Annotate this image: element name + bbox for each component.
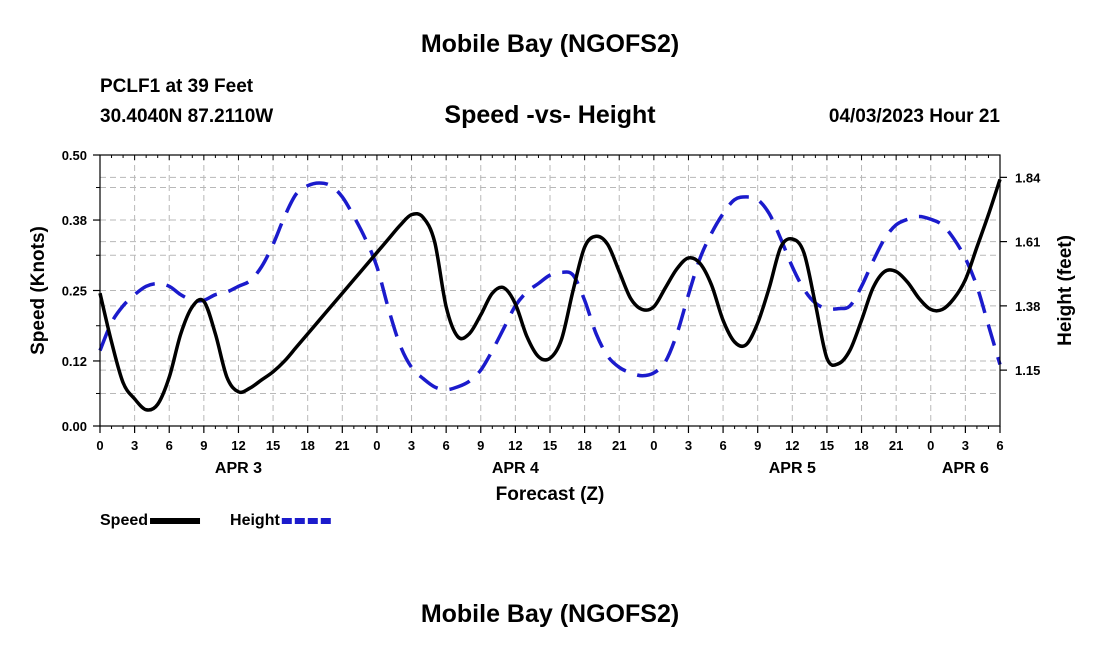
legend-label-height: Height xyxy=(230,512,280,529)
x-tick-label: 12 xyxy=(231,438,245,453)
y-tick-label: 0.00 xyxy=(62,419,87,434)
x-tick-label: 9 xyxy=(200,438,207,453)
x-tick-label: 15 xyxy=(266,438,280,453)
x-tick-label: 3 xyxy=(962,438,969,453)
x-tick-label: 12 xyxy=(785,438,799,453)
x-tick-label: 6 xyxy=(996,438,1003,453)
x-tick-label: 15 xyxy=(543,438,557,453)
x-tick-label: 3 xyxy=(408,438,415,453)
axis-labels: 0 3 6 9 12 15 18 21 0 3 6 9 12 15 18 21 0 3 6 9 12 15 18 21 0 3 6 0… xyxy=(28,148,1076,505)
x-tick-label: 21 xyxy=(889,438,903,453)
y2-tick-label: 1.38 xyxy=(1015,299,1040,314)
legend-label-speed: Speed xyxy=(100,512,148,529)
x-tick-label: 18 xyxy=(577,438,591,453)
series-line-height xyxy=(98,181,1002,392)
y2-tick-label: 1.84 xyxy=(1015,170,1041,185)
station-label: PCLF1 at 39 Feet xyxy=(100,76,254,97)
series-layer xyxy=(98,178,1002,412)
day-label: APR 5 xyxy=(769,460,816,477)
footer-title: Mobile Bay (NGOFS2) xyxy=(420,600,680,628)
x-tick-label: 12 xyxy=(508,438,522,453)
x-tick-label: 0 xyxy=(650,438,657,453)
y2-tick-label: 1.15 xyxy=(1015,363,1040,378)
x-tick-label: 6 xyxy=(719,438,726,453)
ticks xyxy=(93,154,1007,433)
x-tick-label: 6 xyxy=(166,438,173,453)
day-label: APR 3 xyxy=(215,460,262,477)
x-tick-label: 21 xyxy=(335,438,349,453)
x-tick-label: 18 xyxy=(854,438,868,453)
forecast-datetime: 04/03/2023 Hour 21 xyxy=(828,106,1000,127)
x-tick-label: 0 xyxy=(96,438,103,453)
x-tick-label: 18 xyxy=(300,438,314,453)
y-tick-label: 0.25 xyxy=(62,284,87,299)
chart-subtitle: Speed -vs- Height xyxy=(444,101,656,129)
y2-axis-title: Height (feet) xyxy=(1055,235,1076,346)
x-tick-label: 21 xyxy=(612,438,626,453)
x-tick-label: 6 xyxy=(443,438,450,453)
x-tick-label: 0 xyxy=(927,438,934,453)
grid xyxy=(100,155,1000,426)
x-tick-label: 9 xyxy=(754,438,761,453)
day-label: APR 6 xyxy=(942,460,989,477)
y-tick-label: 0.50 xyxy=(62,148,87,163)
series-line-speed xyxy=(98,178,1002,412)
y-axis-title: Speed (Knots) xyxy=(28,226,49,355)
station-coordinates: 30.4040N 87.2110W xyxy=(100,106,274,127)
y2-tick-label: 1.61 xyxy=(1015,235,1040,250)
y-tick-label: 0.38 xyxy=(62,213,87,228)
chart-title: Mobile Bay (NGOFS2) xyxy=(420,30,680,58)
x-tick-label: 3 xyxy=(131,438,138,453)
legend: Speed Height xyxy=(100,512,332,529)
x-tick-label: 9 xyxy=(477,438,484,453)
x-axis-title: Forecast (Z) xyxy=(496,484,605,505)
x-tick-label: 15 xyxy=(820,438,834,453)
x-tick-label: 3 xyxy=(685,438,692,453)
day-label: APR 4 xyxy=(492,460,539,477)
y-tick-label: 0.12 xyxy=(62,354,87,369)
x-tick-label: 0 xyxy=(373,438,380,453)
